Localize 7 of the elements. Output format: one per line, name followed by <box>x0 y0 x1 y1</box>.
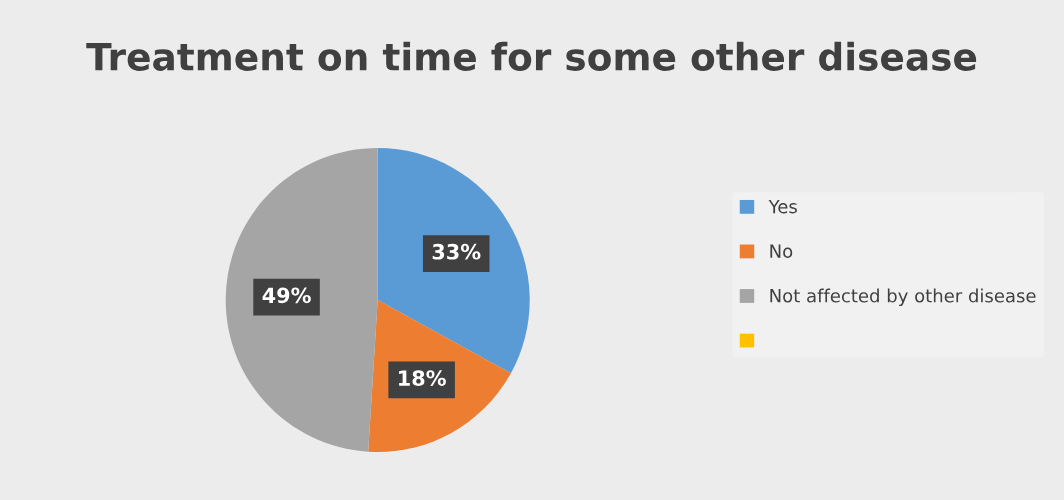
legend-label: Not affected by other disease <box>770 288 1036 307</box>
data-label: 49% <box>262 287 311 304</box>
legend-label: No <box>770 244 793 258</box>
data-label: 33% <box>432 243 481 260</box>
data-label: 18% <box>399 370 446 386</box>
chart-title: Treatment on time for some other disease <box>86 41 977 71</box>
legend-label: Yes <box>768 199 797 214</box>
